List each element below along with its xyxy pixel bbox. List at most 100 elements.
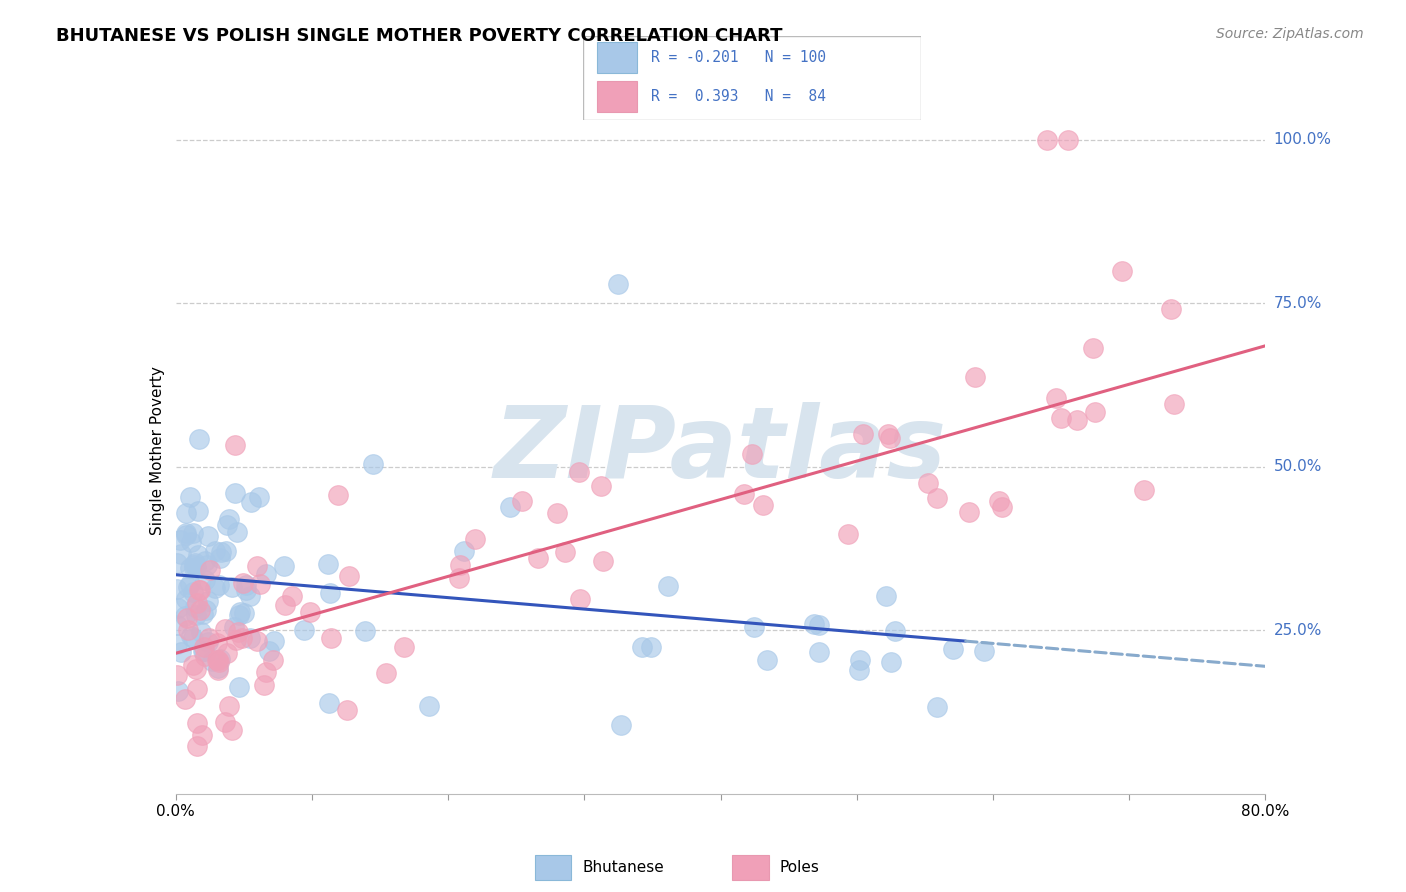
Point <box>184 608 207 623</box>
Point <box>170 547 193 561</box>
Point <box>181 585 204 599</box>
Point <box>197 635 219 649</box>
Point <box>449 558 471 573</box>
Point <box>218 512 240 526</box>
Point <box>186 739 208 753</box>
Point <box>510 494 533 508</box>
Point <box>166 617 188 632</box>
Point <box>752 498 775 512</box>
Point <box>807 617 830 632</box>
Point <box>877 426 900 441</box>
Point <box>591 479 613 493</box>
Y-axis label: Single Mother Poverty: Single Mother Poverty <box>149 366 165 535</box>
Point <box>208 656 231 670</box>
Point <box>1066 413 1088 427</box>
Point <box>499 500 522 514</box>
Point <box>190 625 212 640</box>
Point <box>214 715 236 730</box>
Point <box>174 506 197 520</box>
Point <box>1163 397 1185 411</box>
Point <box>174 692 197 706</box>
Point <box>217 517 239 532</box>
Point <box>803 617 825 632</box>
Point <box>228 605 250 619</box>
Point <box>180 534 202 549</box>
Point <box>879 431 901 445</box>
Point <box>226 624 249 639</box>
Point <box>942 641 965 656</box>
Point <box>198 563 221 577</box>
Point <box>174 528 197 542</box>
Point <box>204 544 226 558</box>
Point <box>235 578 257 592</box>
Point <box>221 580 243 594</box>
Point <box>247 490 270 504</box>
Text: R = -0.201   N = 100: R = -0.201 N = 100 <box>651 50 825 65</box>
Point <box>187 548 209 562</box>
Text: 75.0%: 75.0% <box>1274 296 1322 310</box>
Point <box>183 561 205 575</box>
Point <box>194 648 217 663</box>
Point <box>741 447 763 461</box>
Point <box>184 662 207 676</box>
Point <box>184 557 207 571</box>
Point <box>231 632 253 646</box>
Point <box>837 527 859 541</box>
Point <box>181 658 204 673</box>
Point <box>208 578 231 592</box>
Point <box>991 500 1014 514</box>
Point <box>375 666 398 681</box>
Point <box>319 631 342 645</box>
Point <box>183 600 205 615</box>
Text: Source: ZipAtlas.com: Source: ZipAtlas.com <box>1216 27 1364 41</box>
Point <box>186 596 208 610</box>
Point <box>281 589 304 603</box>
Point <box>167 600 190 615</box>
Point <box>214 623 236 637</box>
Point <box>169 533 191 548</box>
Point <box>197 529 219 543</box>
Point <box>988 494 1011 508</box>
Point <box>209 545 232 559</box>
Point <box>879 655 901 669</box>
Point <box>193 640 215 654</box>
Point <box>246 559 269 574</box>
Point <box>273 558 295 573</box>
Point <box>166 556 188 570</box>
Point <box>174 609 197 624</box>
Point <box>228 607 250 622</box>
Point <box>1160 301 1182 316</box>
Text: 100.0%: 100.0% <box>1274 132 1331 147</box>
Point <box>166 582 188 596</box>
Point <box>630 640 652 654</box>
Point <box>568 465 591 479</box>
Text: Poles: Poles <box>780 860 820 874</box>
Point <box>254 566 277 581</box>
Point <box>224 485 246 500</box>
Point <box>253 678 276 692</box>
Point <box>221 723 243 738</box>
Point <box>917 475 939 490</box>
Point <box>249 577 271 591</box>
Point <box>274 599 297 613</box>
Point <box>195 558 218 572</box>
Point <box>201 654 224 668</box>
Text: Bhutanese: Bhutanese <box>582 860 664 874</box>
Point <box>188 582 211 597</box>
Point <box>176 610 198 624</box>
Point <box>181 631 204 645</box>
Point <box>568 592 591 607</box>
Point <box>733 487 755 501</box>
Point <box>228 680 250 694</box>
Point <box>209 652 232 666</box>
Point <box>179 577 201 591</box>
Point <box>183 526 205 541</box>
Point <box>607 277 630 291</box>
Point <box>180 629 202 643</box>
Point <box>235 583 257 598</box>
Point <box>527 551 550 566</box>
Point <box>1045 392 1067 406</box>
Point <box>225 632 247 647</box>
Point <box>207 664 229 678</box>
Point <box>186 682 208 697</box>
